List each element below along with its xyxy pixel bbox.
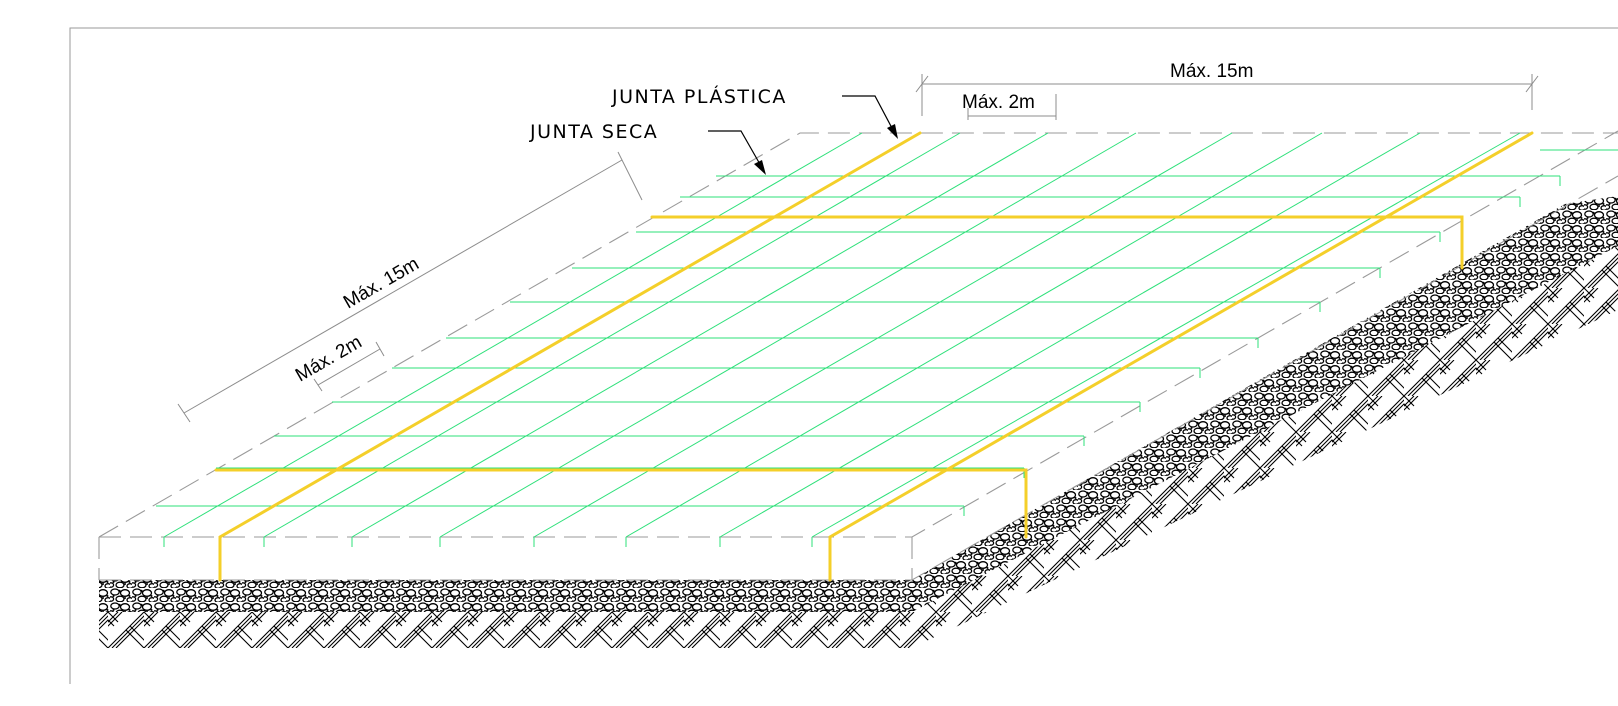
- plastic-joint-label: JUNTA PLÁSTICA: [611, 85, 787, 108]
- dry-joint-diagonal: [163, 132, 863, 538]
- soil-under-slope: [912, 310, 1618, 660]
- left-dimension: [177, 151, 643, 423]
- top-dimension: [915, 74, 1539, 120]
- soil-layer: [99, 246, 1618, 648]
- drawing-frame: [69, 27, 1618, 684]
- left-short-dimension-label: Máx. 2m: [292, 332, 366, 387]
- top-short-dimension-label: Máx. 2m: [962, 92, 1035, 113]
- plastic-joint-leader: [842, 95, 898, 139]
- ground-section: [99, 196, 1618, 660]
- plastic-joint-transverse: [650, 215, 1464, 270]
- dry-joint-diagonal: [351, 132, 1049, 538]
- plastic-joint-diagonal: [218, 131, 922, 582]
- left-long-dimension-label: Máx. 15m: [340, 253, 423, 313]
- top-long-dimension-label: Máx. 15m: [1170, 61, 1253, 82]
- dry-joint-diagonal: [439, 132, 1137, 538]
- dry-joint-leader: [708, 130, 766, 175]
- dry-joint-diagonal: [263, 132, 961, 538]
- plastic-joint-lines: [214, 131, 1534, 582]
- dry-joint-label: JUNTA SECA: [529, 121, 658, 143]
- plastic-joint-diagonal: [828, 131, 1534, 582]
- plastic-joint-transverse: [214, 468, 1028, 539]
